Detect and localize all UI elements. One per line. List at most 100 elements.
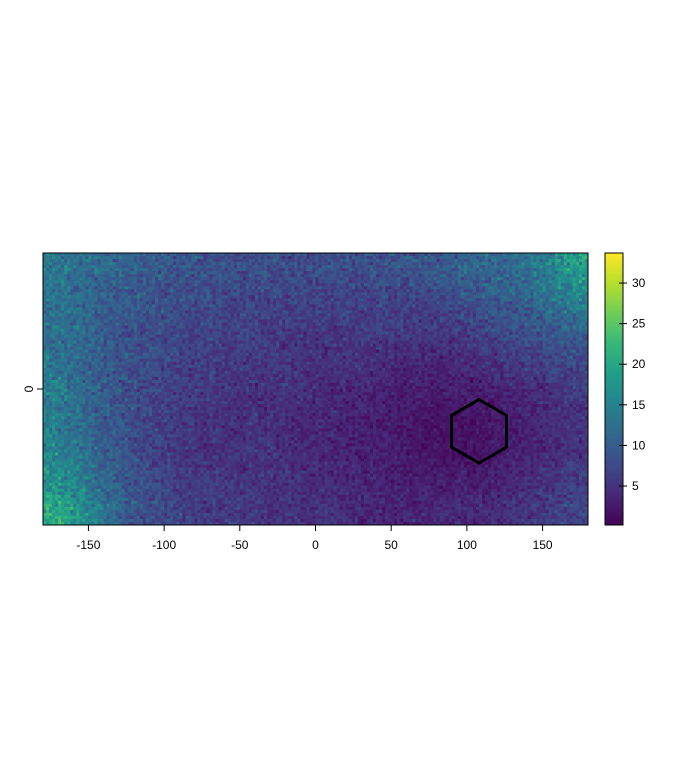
heatmap-cell	[348, 277, 353, 281]
heatmap-cell	[294, 280, 298, 284]
heatmap-cell	[64, 283, 68, 287]
heatmap-cell	[578, 265, 583, 269]
heatmap-cell	[415, 319, 419, 323]
heatmap-cell	[136, 271, 141, 275]
heatmap-cell	[233, 304, 238, 308]
heatmap-cell	[382, 310, 386, 314]
heatmap-cell	[533, 274, 537, 278]
heatmap-cell	[357, 295, 362, 299]
heatmap-cell	[360, 283, 365, 287]
heatmap-cell	[445, 331, 450, 335]
heatmap-cell	[67, 289, 71, 293]
heatmap-cell	[524, 298, 528, 302]
heatmap-cell	[466, 277, 471, 281]
heatmap-cell	[254, 268, 259, 272]
heatmap-cell	[257, 271, 262, 275]
heatmap-cell	[342, 265, 347, 269]
heatmap-cell	[497, 313, 501, 317]
heatmap-cell	[270, 325, 274, 329]
heatmap-cell	[227, 280, 232, 284]
heatmap-cell	[424, 259, 428, 263]
heatmap-cell	[542, 280, 547, 284]
heatmap-cell	[152, 283, 156, 287]
heatmap-cell	[412, 313, 416, 317]
heatmap-cell	[509, 283, 513, 287]
heatmap-cell	[173, 325, 177, 329]
heatmap-cell	[270, 307, 274, 311]
heatmap-cell	[442, 280, 447, 284]
heatmap-cell	[139, 325, 144, 329]
heatmap-cell	[85, 304, 89, 308]
heatmap-cell	[430, 322, 434, 326]
heatmap-cell	[460, 274, 465, 278]
heatmap-cell	[109, 295, 114, 299]
heatmap-cell	[327, 262, 332, 266]
heatmap-cell	[94, 262, 98, 266]
heatmap-cell	[448, 274, 453, 278]
heatmap-cell	[572, 271, 577, 275]
heatmap-cell	[463, 301, 468, 305]
heatmap-cell	[309, 256, 313, 260]
heatmap-cell	[309, 319, 313, 323]
heatmap-cell	[348, 313, 353, 317]
heatmap-cell	[188, 295, 192, 299]
heatmap-cell	[515, 301, 519, 305]
heatmap-cell	[248, 301, 253, 305]
heatmap-cell	[130, 334, 135, 339]
heatmap-cell	[276, 301, 280, 305]
heatmap-cell	[291, 256, 295, 260]
heatmap-cell	[248, 259, 253, 263]
heatmap-cell	[285, 304, 289, 308]
heatmap-cell	[127, 301, 132, 305]
heatmap-cell	[548, 253, 553, 257]
heatmap-cell	[227, 325, 232, 329]
heatmap-cell	[382, 277, 386, 281]
heatmap-cell	[103, 316, 107, 320]
heatmap-cell	[500, 274, 504, 278]
heatmap-cell	[203, 283, 207, 287]
heatmap-cell	[121, 253, 126, 257]
heatmap-cell	[261, 334, 265, 339]
heatmap-cell	[348, 280, 353, 284]
heatmap-cell	[339, 304, 344, 308]
heatmap-cell	[442, 313, 447, 317]
heatmap-cell	[479, 277, 483, 281]
heatmap-cell	[200, 331, 204, 335]
heatmap-cell	[270, 289, 274, 293]
heatmap-cell	[297, 331, 301, 335]
heatmap-cell	[109, 277, 114, 281]
heatmap-cell	[424, 325, 428, 329]
heatmap-cell	[303, 325, 307, 329]
heatmap-cell	[475, 328, 480, 332]
heatmap-cell	[300, 319, 304, 323]
heatmap-cell	[142, 289, 147, 293]
heatmap-cell	[439, 307, 444, 311]
heatmap-cell	[91, 304, 95, 308]
heatmap-cell	[261, 325, 265, 329]
heatmap-cell	[327, 298, 332, 302]
heatmap-cell	[218, 304, 223, 308]
heatmap-cell	[418, 271, 422, 275]
heatmap-cell	[548, 304, 553, 308]
heatmap-cell	[200, 271, 204, 275]
heatmap-cell	[551, 295, 556, 299]
heatmap-cell	[497, 325, 501, 329]
heatmap-cell	[506, 322, 510, 326]
heatmap-cell	[563, 286, 568, 290]
heatmap-cell	[197, 280, 201, 284]
heatmap-cell	[321, 262, 325, 266]
heatmap-cell	[509, 319, 513, 323]
heatmap-cell	[566, 271, 571, 275]
heatmap-cell	[500, 259, 504, 263]
heatmap-cell	[182, 283, 186, 287]
heatmap-cell	[330, 256, 335, 260]
heatmap-cell	[288, 322, 292, 326]
heatmap-cell	[530, 277, 534, 281]
heatmap-cell	[61, 316, 65, 320]
heatmap-cell	[427, 289, 431, 293]
heatmap-cell	[548, 268, 553, 272]
heatmap-cell	[276, 331, 280, 335]
heatmap-cell	[276, 274, 280, 278]
heatmap-cell	[279, 289, 283, 293]
heatmap-cell	[85, 283, 89, 287]
